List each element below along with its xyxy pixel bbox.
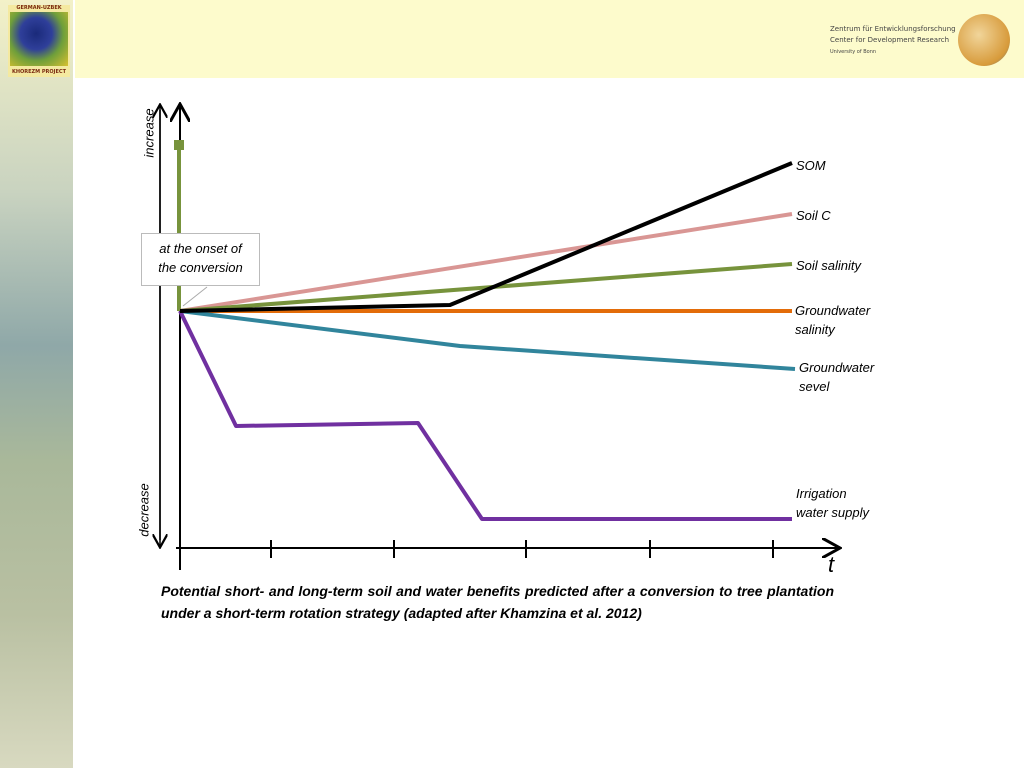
- logo-top: GERMAN-UZBEK: [16, 5, 62, 11]
- callout: at the onset of the conversion: [141, 233, 260, 286]
- axis-top-label: increase: [141, 108, 156, 157]
- label-line: water supply: [796, 505, 869, 520]
- header-band: [75, 0, 1024, 78]
- series-label: Groundwater sevel: [799, 358, 874, 396]
- soil-c-line: [179, 212, 793, 313]
- onset-marker: [174, 140, 184, 150]
- label-line: SOM: [796, 158, 826, 173]
- label-line: Irrigation: [796, 486, 847, 501]
- x-ticks: [179, 540, 774, 560]
- axis-bottom-label: decrease: [136, 483, 151, 536]
- series-label: Groundwater salinity: [795, 301, 870, 339]
- label-line: Soil salinity: [796, 258, 862, 273]
- logo-image: [10, 12, 68, 66]
- institute-line: Center for Development Research: [830, 36, 950, 44]
- label-line: Groundwater: [795, 303, 871, 318]
- label-line: salinity: [795, 322, 835, 337]
- series-label: Soil salinity: [796, 256, 861, 275]
- caption: Potential short- and long-term soil and …: [161, 583, 834, 621]
- label-line: Groundwater: [799, 360, 875, 375]
- side-photo: [0, 0, 73, 768]
- series-label: Soil C: [796, 206, 831, 225]
- soil-salinity-line: [179, 262, 793, 313]
- series-label: SOM: [796, 156, 826, 175]
- callout-pointer: [182, 286, 208, 307]
- zef-logo: [958, 14, 1010, 66]
- som-line: [179, 161, 793, 313]
- institute-line: Zentrum für Entwicklungsforschung: [830, 25, 956, 33]
- logo-bottom: KHOREZM PROJECT: [11, 69, 67, 75]
- label-line: sevel: [799, 379, 830, 394]
- institute-line: University of Bonn: [830, 49, 877, 55]
- callout-line: at the onset of: [159, 241, 242, 256]
- label-line: Soil C: [796, 208, 831, 223]
- x-label: t: [828, 552, 835, 577]
- callout-line: the conversion: [158, 260, 243, 275]
- groundwater-level-line: [179, 309, 796, 371]
- irrigation-line: [178, 310, 792, 521]
- project-logo: GERMAN-UZBEK KHOREZM PROJECT: [8, 5, 70, 77]
- series-label: Irrigation water supply: [796, 484, 869, 522]
